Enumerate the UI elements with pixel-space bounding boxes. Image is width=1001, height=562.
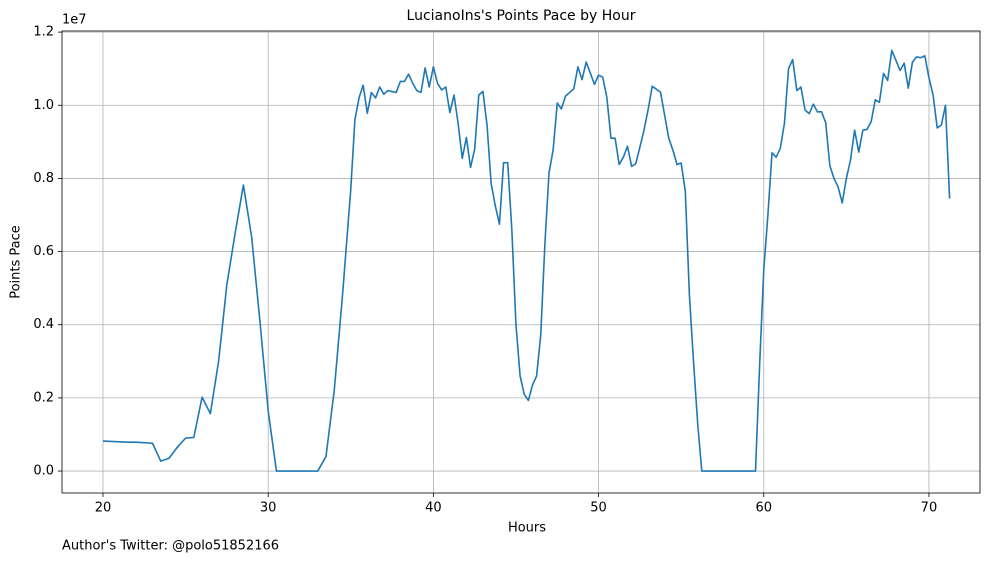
y-tick-label: 0.0 — [33, 464, 54, 479]
x-tick-label: 40 — [425, 501, 442, 516]
x-tick-label: 60 — [755, 501, 772, 516]
y-offset-label: 1e7 — [62, 13, 87, 28]
data-line — [102, 49, 951, 472]
y-tick-label: 0.6 — [33, 244, 54, 259]
x-tick-label: 50 — [590, 501, 607, 516]
plot-frame — [61, 30, 981, 494]
y-tick-label: 0.8 — [33, 171, 54, 186]
y-tick-label: 0.4 — [33, 317, 54, 332]
x-axis-label: Hours — [508, 521, 546, 536]
y-tick-label: 1.2 — [33, 25, 54, 40]
y-tick-label: 1.0 — [33, 98, 54, 113]
footnote: Author's Twitter: @polo51852166 — [62, 539, 279, 554]
chart-title: LucianoIns's Points Pace by Hour — [407, 8, 636, 24]
y-tick-label: 0.2 — [33, 390, 54, 405]
y-axis-label: Points Pace — [9, 225, 24, 299]
x-tick-label: 70 — [921, 501, 938, 516]
x-tick-label: 20 — [95, 501, 112, 516]
x-tick-label: 30 — [260, 501, 277, 516]
